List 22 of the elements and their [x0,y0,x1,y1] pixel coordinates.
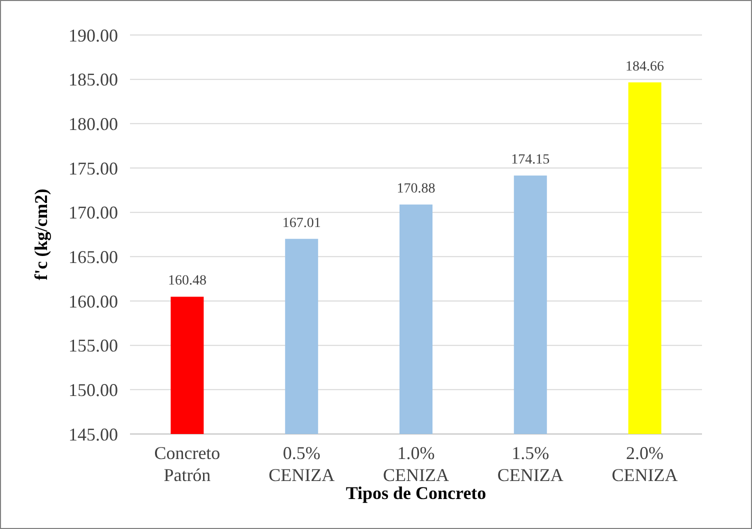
x-tick-label: 0.5% CENIZA [268,443,335,485]
x-tick-label: 2.0% CENIZA [612,443,678,485]
y-tick-label: 185.00 [68,70,118,90]
y-tick-label: 180.00 [68,114,118,134]
data-label: 170.88 [396,182,436,197]
data-label: 167.01 [282,216,321,231]
y-axis-title: f'c (kg/cm2) [31,188,51,280]
y-tick-label: 155.00 [68,336,118,356]
x-tick-label: 1.5% CENIZA [497,443,564,485]
y-tick-label: 145.00 [68,424,118,444]
data-label: 174.15 [511,152,550,168]
x-tick-label: 1.0% CENIZA [383,443,449,485]
data-label: 160.48 [168,274,206,289]
y-tick-label: 175.00 [68,158,118,178]
y-tick-label: 190.00 [68,25,118,46]
y-tick-label: 165.00 [68,246,118,267]
data-label: 184.66 [626,59,664,74]
y-tick-label: 150.00 [68,380,118,400]
x-axis-title: Tipos de Concreto [346,483,486,503]
x-tick-label: Concreto Patrón [154,443,220,485]
y-tick-label: 160.00 [68,291,118,312]
y-tick-label: 170.00 [68,202,118,223]
